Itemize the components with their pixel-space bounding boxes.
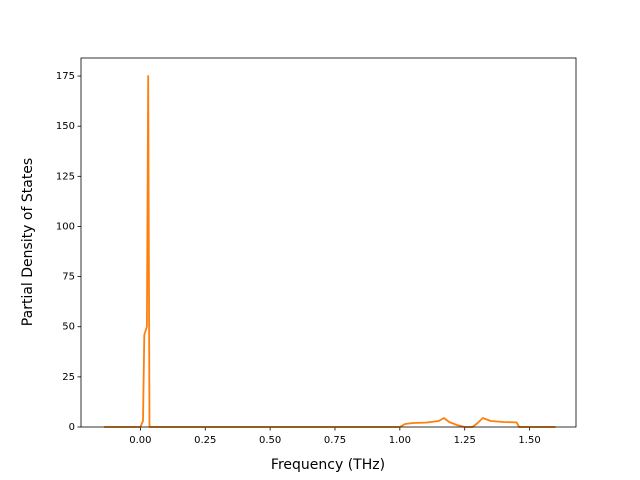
x-tick-label: 0.50 — [259, 435, 281, 446]
y-tick-label: 125 — [56, 171, 75, 182]
y-tick-label: 25 — [62, 372, 75, 383]
x-tick-label: 0.75 — [324, 435, 346, 446]
y-tick-label: 75 — [62, 272, 75, 283]
x-tick-label: 0.25 — [194, 435, 216, 446]
x-tick-label: 0.00 — [129, 435, 151, 446]
data-line — [104, 75, 556, 428]
y-axis-label: Partial Density of States — [20, 158, 36, 326]
x-axis-label: Frequency (THz) — [271, 457, 385, 473]
y-tick-label: 50 — [62, 322, 75, 333]
x-tick-label: 1.50 — [518, 435, 540, 446]
y-tick-label: 175 — [56, 71, 75, 82]
plot-frame — [80, 57, 577, 428]
y-tick-label: 100 — [56, 221, 75, 232]
x-tick-label: 1.25 — [454, 435, 476, 446]
y-tick-label: 0 — [69, 422, 75, 433]
x-tick-label: 1.00 — [389, 435, 411, 446]
y-tick-label: 150 — [56, 121, 75, 132]
